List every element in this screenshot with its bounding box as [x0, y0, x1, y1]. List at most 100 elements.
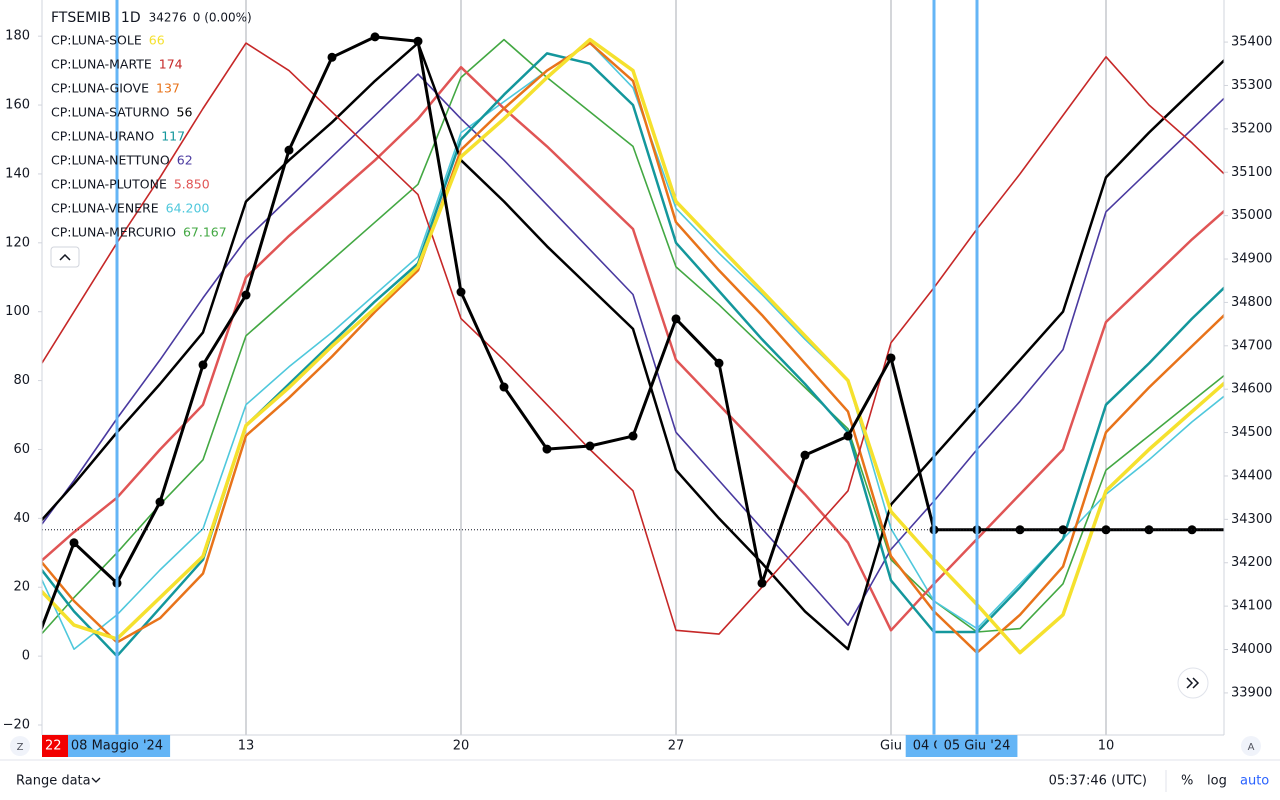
plot-area — [42, 0, 1224, 735]
y2-tick-label: 35200 — [1231, 121, 1272, 136]
highlight-label: 05 Giu '24 — [944, 739, 1011, 754]
y2-tick-label: 34500 — [1231, 425, 1272, 440]
scroll-arrows — [1186, 677, 1200, 689]
legend-value: 5.850 — [174, 177, 210, 192]
y2-tick-label: 34200 — [1231, 555, 1272, 570]
left-scale-label: Z — [17, 742, 24, 753]
price-dot — [198, 360, 208, 370]
highlight-box — [936, 735, 1018, 757]
y2-tick-label: 34700 — [1231, 338, 1272, 353]
price-dot — [671, 314, 681, 324]
legend-value: 117 — [161, 129, 185, 144]
legend-name: CP:LUNA-SATURNO — [51, 105, 170, 120]
y2-tick-label: 35000 — [1231, 208, 1272, 223]
legend-value: 62 — [177, 153, 193, 168]
price-dot — [284, 145, 294, 155]
price-dot — [69, 538, 79, 548]
legend-value: 56 — [177, 105, 193, 120]
price-dot — [456, 287, 466, 297]
series-line — [42, 41, 1224, 651]
x-tick-label: 20 — [453, 739, 470, 754]
range-button[interactable]: Range data — [16, 774, 91, 789]
grid — [245, 0, 1107, 735]
price-dot — [499, 382, 509, 392]
y-tick-label: 160 — [5, 98, 30, 113]
legend-name: CP:LUNA-URANO — [51, 129, 154, 144]
y-tick-label: 100 — [5, 304, 30, 319]
legend-value: 66 — [149, 33, 165, 48]
series-line — [42, 42, 1224, 635]
x-tick-label: 13 — [238, 739, 255, 754]
y2-tick-label: 34300 — [1231, 512, 1272, 527]
x-tick-label: 10 — [1098, 739, 1115, 754]
price-dot — [155, 497, 165, 507]
price-dot — [370, 32, 380, 42]
series-line — [42, 73, 1224, 626]
price-dot — [843, 431, 853, 441]
y2-tick-label: 35100 — [1231, 165, 1272, 180]
price-change: 0 (0.00%) — [193, 11, 252, 25]
x-tick-label: 27 — [668, 739, 685, 754]
price-dot — [714, 358, 724, 368]
series-line — [42, 41, 1224, 654]
legend-name: CP:LUNA-MARTE — [51, 57, 152, 72]
price-dot — [800, 450, 810, 460]
legend-name: CP:LUNA-VENERE — [51, 201, 159, 216]
price-dot — [886, 353, 896, 363]
y-tick-label: 140 — [5, 166, 30, 181]
right-scale-button[interactable] — [1241, 736, 1261, 756]
price-dot — [241, 290, 251, 300]
y2-tick-label: 34100 — [1231, 599, 1272, 614]
chevron-up — [59, 253, 71, 261]
series-line — [42, 37, 1224, 655]
range-chevron — [91, 777, 101, 783]
clock: 05:37:46 (UTC) — [1049, 774, 1147, 789]
y-tick-label: 20 — [13, 580, 30, 595]
y2-tick-label: 34000 — [1231, 642, 1272, 657]
y-tick-label: 40 — [13, 511, 30, 526]
series-line — [42, 38, 1224, 635]
y2-tick-label: 34900 — [1231, 252, 1272, 267]
range-start-label: 22 — [45, 739, 62, 754]
y2-tick-label: 34600 — [1231, 382, 1272, 397]
y2-tick-label: 35400 — [1231, 35, 1272, 50]
symbol-name: FTSEMIB — [51, 10, 111, 26]
y-tick-label: 120 — [5, 235, 30, 250]
y-tick-label: −20 — [3, 718, 30, 733]
price-dot — [1101, 525, 1111, 535]
y2-tick-label: 34800 — [1231, 295, 1272, 310]
legend-value: 67.167 — [183, 225, 227, 240]
series-line — [42, 42, 1224, 650]
y2-tick-label: 34400 — [1231, 468, 1272, 483]
last-price: 34276 — [149, 11, 187, 25]
price-dot — [327, 52, 337, 62]
legend-name: CP:LUNA-NETTUNO — [51, 153, 170, 168]
legend: FTSEMIB 1D 34276 0 (0.00%) CP:LUNA-SOLE 66 CP:… — [51, 10, 252, 240]
legend-value: 64.200 — [166, 201, 210, 216]
collapse-button[interactable] — [50, 246, 80, 268]
y2-tick-label: 33900 — [1231, 685, 1272, 700]
collapse-box[interactable] — [50, 246, 80, 268]
highlight-box — [63, 735, 171, 757]
price-dot — [413, 36, 423, 46]
log-toggle[interactable]: log — [1207, 774, 1227, 789]
scroll-button[interactable] — [1177, 667, 1209, 699]
price-dot — [757, 578, 767, 588]
highlight-label: 08 Maggio '24 — [71, 739, 163, 754]
auto-toggle[interactable]: auto — [1240, 774, 1269, 789]
y2-tick-label: 35300 — [1231, 78, 1272, 93]
y-tick-label: 60 — [13, 442, 30, 457]
legend-value: 174 — [159, 57, 183, 72]
price-dot — [585, 441, 595, 451]
price-dot — [628, 431, 638, 441]
right-scale-label: A — [1248, 742, 1255, 753]
axes: −20 0 20 40 60 80 100 120 140 160 180 33900 34000 341… — [3, 29, 1272, 757]
percent-toggle[interactable]: % — [1181, 774, 1193, 789]
legend-value: 137 — [156, 81, 180, 96]
legend-name: CP:LUNA-GIOVE — [51, 81, 149, 96]
left-scale-button[interactable] — [10, 736, 30, 756]
y-tick-label: 180 — [5, 29, 30, 44]
